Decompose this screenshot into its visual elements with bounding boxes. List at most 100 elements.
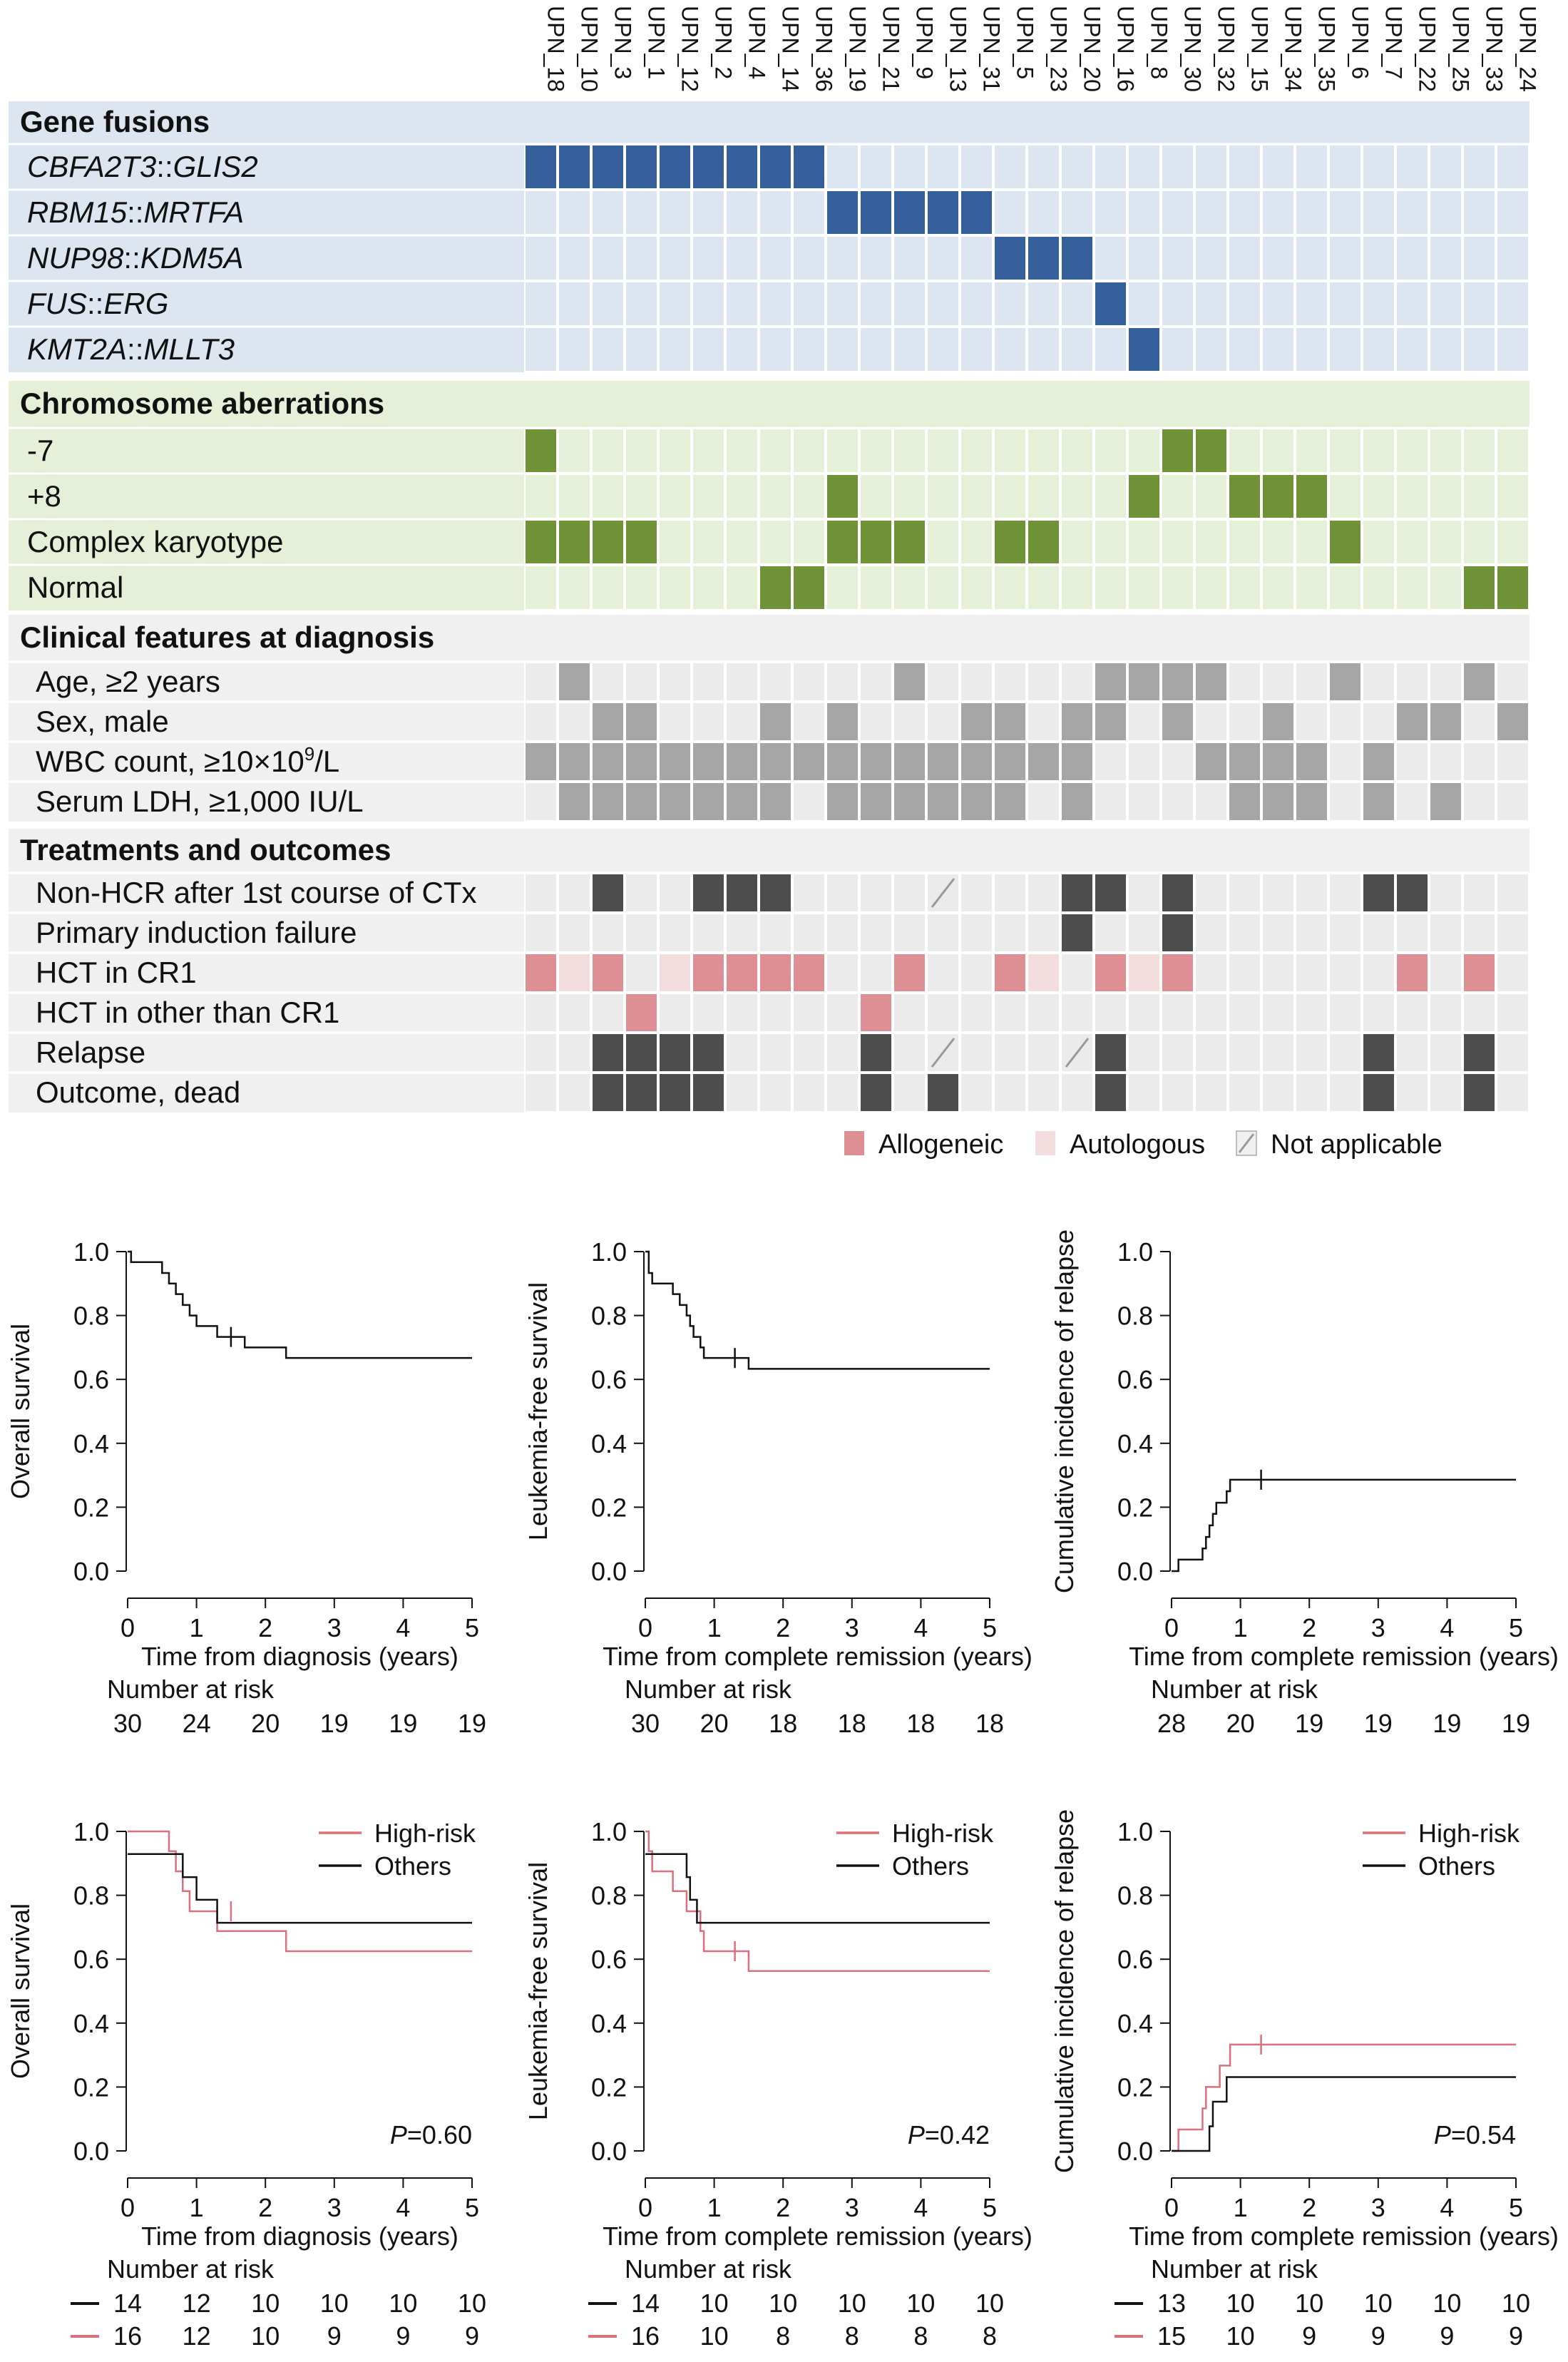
heatmap-cell [558,428,591,474]
heatmap-cell [658,702,692,742]
y-tick-label: 0.8 [591,1881,627,1911]
heatmap-cell [692,428,725,474]
heatmap-cell [826,428,859,474]
x-tick-label: 4 [1440,2193,1454,2222]
heatmap-cell [1027,993,1060,1033]
y-tick-label: 0.6 [1117,1945,1153,1974]
heatmap-cell [826,519,859,565]
y-tick-label: 0.6 [591,1945,627,1974]
not-applicable-mark [931,878,955,908]
km-curve [645,1250,990,1370]
y-tick-label: 1.0 [73,1817,109,1846]
risk-value: 10 [458,2289,486,2318]
heatmap-cell [993,235,1027,281]
heatmap-cell [558,144,591,190]
heatmap-cell [524,742,558,782]
heatmap-cell [1496,519,1529,565]
heatmap-cell [1429,913,1462,953]
heatmap-cell [1027,913,1060,953]
heatmap-cell [1261,281,1295,327]
column-label: UPN_6 [1348,6,1373,79]
heatmap-cell [1429,519,1462,565]
heatmap-cell [993,327,1027,372]
heatmap-cell [625,144,658,190]
heatmap-cell [692,873,725,913]
heatmap-cell [1295,235,1328,281]
heatmap-cell [960,662,993,702]
heatmap-cell [1395,1073,1429,1113]
heatmap-cell [926,428,960,474]
risk-value: 10 [1295,2289,1323,2318]
heatmap-cell [692,742,725,782]
section-header-band [9,379,1529,425]
section-header-band [9,613,1529,659]
y-tick-label: 0.8 [1117,1881,1153,1911]
y-tick-label: 0.8 [1117,1302,1153,1331]
heatmap-cell [1161,873,1194,913]
heatmap-cell [558,281,591,327]
heatmap-cell [792,702,826,742]
heatmap-cell [1060,913,1094,953]
risk-value: 19 [389,1709,417,1738]
column-label: UPN_36 [811,6,837,92]
km-panel-top-right: 0.0 0.2 0.4 0.6 0.8 1.0 Cumulative incidence o… [1050,1229,1559,1738]
heatmap-cell [926,565,960,610]
heatmap-cell [692,235,725,281]
heatmap-cell [960,953,993,993]
heatmap-cell [1496,1073,1529,1113]
x-axis-label: Time from diagnosis (years) [141,2222,458,2251]
heatmap-cell [1429,235,1462,281]
heatmap-cell [1127,873,1161,913]
heatmap-cell [1295,327,1328,372]
heatmap-cell [893,1073,926,1113]
heatmap-cell [993,782,1027,822]
heatmap-cell [1462,190,1496,235]
heatmap-cell [1027,428,1060,474]
heatmap-cell [558,662,591,702]
heatmap-cell [1362,742,1395,782]
heatmap-cell [1127,1033,1161,1073]
heatmap-cell [625,782,658,822]
heatmap-cell [960,190,993,235]
heatmap-cell [692,190,725,235]
heatmap-cell [558,565,591,610]
heatmap-cell [1161,428,1194,474]
heatmap-cell [1261,474,1295,519]
column-label: UPN_34 [1281,6,1306,92]
heatmap-cell [1228,782,1261,822]
x-tick-label: 4 [913,1613,928,1642]
heatmap-cell [1496,662,1529,702]
heatmap-cell [826,873,859,913]
y-tick-label: 0.2 [73,2072,109,2102]
heatmap-cell [1127,913,1161,953]
x-tick-label: 4 [396,2193,410,2222]
column-label: UPN_25 [1448,6,1474,92]
y-tick-label: 0.8 [73,1302,109,1331]
legend-label: Allogeneic [878,1130,1003,1160]
heatmap-cell [725,873,759,913]
x-tick-label: 5 [1509,1613,1523,1642]
heatmap-cell [591,662,625,702]
heatmap-cell [1328,190,1362,235]
heatmap-cell [558,953,591,993]
heatmap-cell [1161,1033,1194,1073]
legend-label: High-risk [1418,1819,1520,1848]
heatmap-cell [524,953,558,993]
km-curve [645,1830,990,1973]
risk-value: 16 [113,2321,142,2351]
heatmap-cell [1194,1073,1228,1113]
x-tick-label: 5 [1509,2193,1523,2222]
heatmap-cell [1060,782,1094,822]
heatmap-cell [1094,993,1127,1033]
heatmap-cell [993,190,1027,235]
heatmap-cell [993,565,1027,610]
heatmap-cell [658,327,692,372]
heatmap-cell [1228,327,1261,372]
heatmap-cell [1462,742,1496,782]
heatmap-cell [1127,565,1161,610]
x-tick-label: 1 [1234,1613,1248,1642]
y-tick-label: 0.6 [73,1945,109,1974]
heatmap-cell [692,662,725,702]
heatmap-cell [859,144,893,190]
